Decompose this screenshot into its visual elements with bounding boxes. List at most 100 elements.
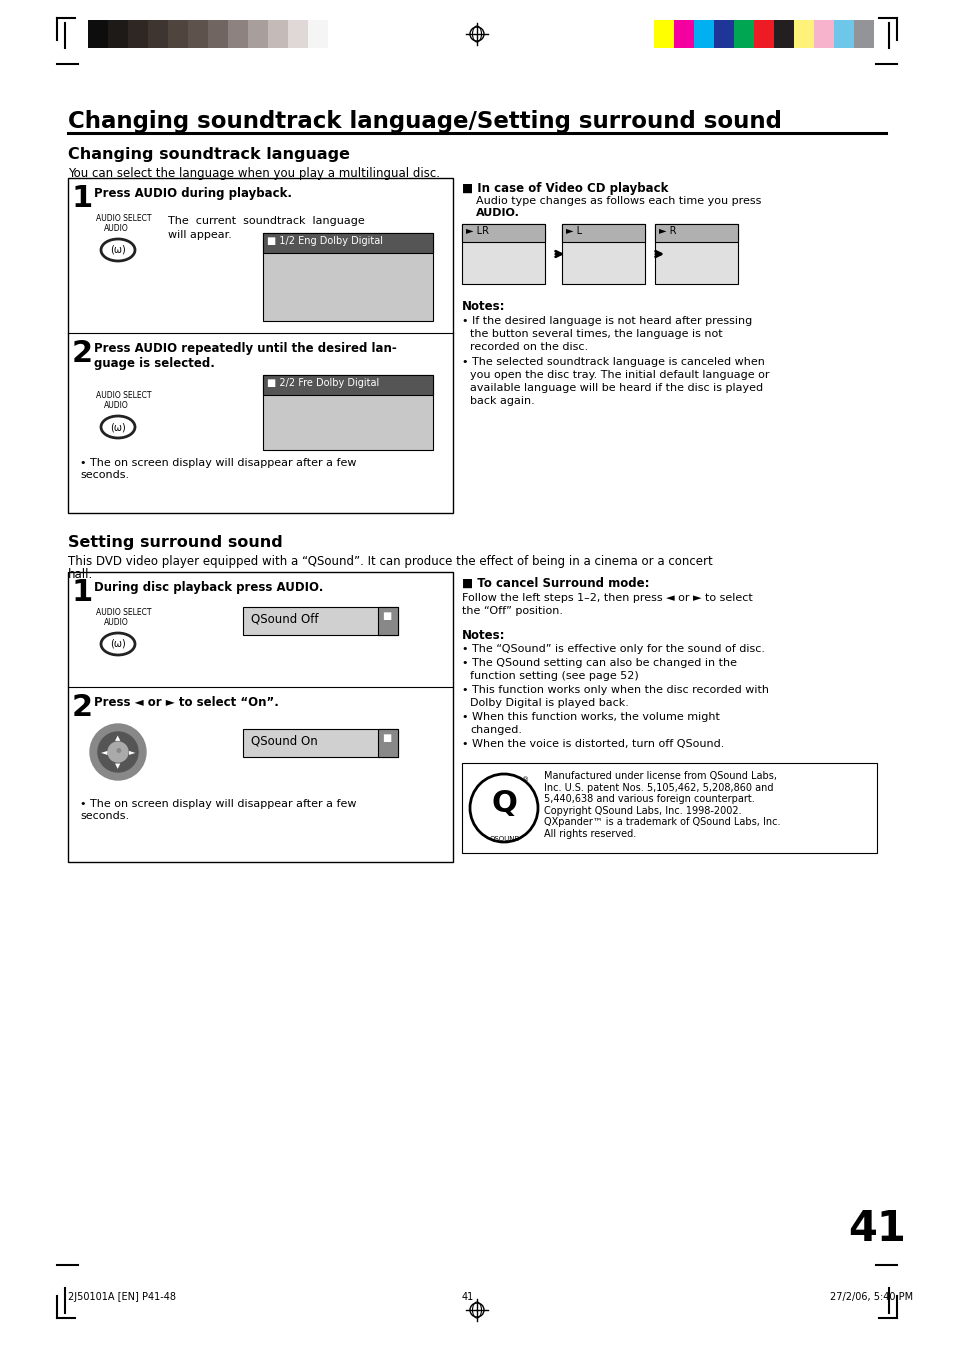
Text: 41: 41 <box>461 1292 474 1302</box>
Bar <box>243 730 397 757</box>
Text: AUDIO: AUDIO <box>104 401 129 409</box>
Bar <box>673 20 693 49</box>
Text: recorded on the disc.: recorded on the disc. <box>470 342 587 353</box>
Circle shape <box>90 724 146 780</box>
Text: changed.: changed. <box>470 725 521 735</box>
Text: 2J50101A [EN] P41-48: 2J50101A [EN] P41-48 <box>68 1292 175 1302</box>
Bar <box>268 20 288 49</box>
Text: Press AUDIO repeatedly until the desired lan-
guage is selected.: Press AUDIO repeatedly until the desired… <box>94 342 396 370</box>
Text: Setting surround sound: Setting surround sound <box>68 535 282 550</box>
Bar <box>655 224 738 242</box>
Text: Changing soundtrack language: Changing soundtrack language <box>68 147 350 162</box>
Text: ◄: ◄ <box>101 747 107 757</box>
Text: • When the voice is distorted, turn off QSound.: • When the voice is distorted, turn off … <box>461 739 723 748</box>
Bar <box>288 20 308 49</box>
Text: will appear.: will appear. <box>168 230 232 240</box>
Text: Notes:: Notes: <box>461 630 505 642</box>
Circle shape <box>108 742 128 762</box>
Text: Press ◄ or ► to select “On”.: Press ◄ or ► to select “On”. <box>94 696 278 709</box>
Bar <box>243 607 397 635</box>
Text: This DVD video player equipped with a “QSound”. It can produce the effect of bei: This DVD video player equipped with a “Q… <box>68 555 712 567</box>
Bar <box>188 20 208 49</box>
Bar <box>793 20 813 49</box>
Text: The  current  soundtrack  language: The current soundtrack language <box>168 216 364 226</box>
Text: • The QSound setting can also be changed in the: • The QSound setting can also be changed… <box>461 658 737 667</box>
Text: Q: Q <box>491 789 517 819</box>
Bar <box>377 730 397 757</box>
Bar <box>654 20 673 49</box>
Text: hall.: hall. <box>68 567 93 581</box>
Bar <box>108 20 128 49</box>
Bar <box>753 20 773 49</box>
Text: • If the desired language is not heard after pressing: • If the desired language is not heard a… <box>461 316 752 326</box>
Text: 27/2/06, 5:40 PM: 27/2/06, 5:40 PM <box>829 1292 912 1302</box>
Text: You can select the language when you play a multilingual disc.: You can select the language when you pla… <box>68 168 439 180</box>
Text: Manufactured under license from QSound Labs,
Inc. U.S. patent Nos. 5,105,462, 5,: Manufactured under license from QSound L… <box>543 771 780 839</box>
Bar <box>733 20 753 49</box>
Text: ■: ■ <box>381 611 391 621</box>
Text: available language will be heard if the disc is played: available language will be heard if the … <box>470 382 762 393</box>
Bar <box>461 763 876 852</box>
Bar <box>561 224 644 242</box>
Bar <box>88 20 108 49</box>
Bar <box>308 20 328 49</box>
Circle shape <box>98 732 138 771</box>
Text: ■ To cancel Surround mode:: ■ To cancel Surround mode: <box>461 577 649 590</box>
Bar <box>853 20 873 49</box>
Text: 41: 41 <box>847 1208 905 1250</box>
Text: QSound On: QSound On <box>251 735 317 748</box>
Bar <box>655 224 738 284</box>
Bar <box>68 571 453 862</box>
Text: ■ In case of Video CD playback: ■ In case of Video CD playback <box>461 182 668 195</box>
Text: • This function works only when the disc recorded with: • This function works only when the disc… <box>461 685 768 694</box>
Text: • The on screen display will disappear after a few
seconds.: • The on screen display will disappear a… <box>80 798 356 820</box>
Bar <box>461 224 544 284</box>
Text: ▲: ▲ <box>115 735 121 740</box>
Text: 2: 2 <box>71 339 93 367</box>
Text: (ω): (ω) <box>110 245 126 255</box>
Bar <box>561 224 644 284</box>
Text: (ω): (ω) <box>110 422 126 432</box>
Text: ►: ► <box>129 747 135 757</box>
Text: 2: 2 <box>71 693 93 721</box>
Text: 1: 1 <box>71 184 93 213</box>
Text: ► R: ► R <box>659 226 676 236</box>
Bar <box>693 20 713 49</box>
Text: QSOUND: QSOUND <box>490 836 520 842</box>
Text: ®: ® <box>522 777 529 784</box>
Text: AUDIO.: AUDIO. <box>476 208 519 218</box>
Text: QSound Off: QSound Off <box>251 613 318 626</box>
Text: • When this function works, the volume might: • When this function works, the volume m… <box>461 712 720 721</box>
Text: Follow the left steps 1–2, then press ◄ or ► to select: Follow the left steps 1–2, then press ◄ … <box>461 593 752 603</box>
Text: back again.: back again. <box>470 396 535 407</box>
Text: Changing soundtrack language/Setting surround sound: Changing soundtrack language/Setting sur… <box>68 109 781 132</box>
Text: • The “QSound” is effective only for the sound of disc.: • The “QSound” is effective only for the… <box>461 644 764 654</box>
Bar <box>228 20 248 49</box>
Text: (ω): (ω) <box>110 639 126 648</box>
Bar <box>263 376 433 450</box>
Text: AUDIO SELECT: AUDIO SELECT <box>96 608 152 617</box>
Bar <box>263 376 433 394</box>
Bar <box>128 20 148 49</box>
Text: AUDIO: AUDIO <box>104 224 129 232</box>
Text: Dolby Digital is played back.: Dolby Digital is played back. <box>470 698 628 708</box>
Text: During disc playback press AUDIO.: During disc playback press AUDIO. <box>94 581 323 594</box>
Text: ► LR: ► LR <box>465 226 489 236</box>
Bar <box>773 20 793 49</box>
Bar <box>263 232 433 253</box>
Bar <box>208 20 228 49</box>
Text: the button several times, the language is not: the button several times, the language i… <box>470 330 721 339</box>
Text: Notes:: Notes: <box>461 300 505 313</box>
Bar <box>263 232 433 322</box>
Text: the “Off” position.: the “Off” position. <box>461 607 562 616</box>
Text: ▼: ▼ <box>115 763 121 769</box>
Bar <box>813 20 833 49</box>
Bar <box>248 20 268 49</box>
Bar <box>833 20 853 49</box>
Bar <box>713 20 733 49</box>
Text: ■ 1/2 Eng Dolby Digital: ■ 1/2 Eng Dolby Digital <box>267 236 382 246</box>
Text: •: • <box>113 743 123 761</box>
Text: • The selected soundtrack language is canceled when: • The selected soundtrack language is ca… <box>461 357 764 367</box>
Bar <box>377 607 397 635</box>
Bar <box>68 178 453 513</box>
